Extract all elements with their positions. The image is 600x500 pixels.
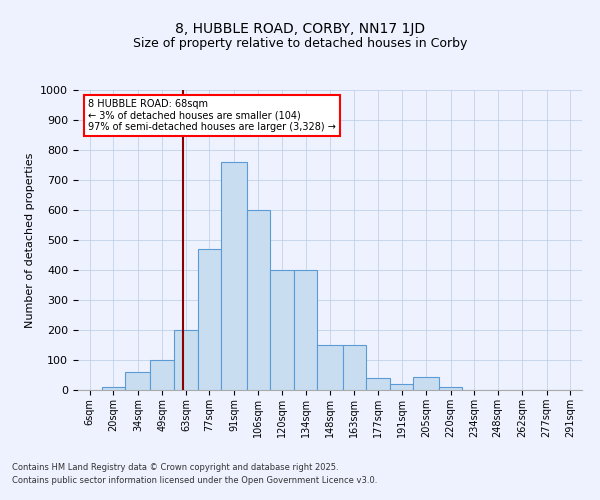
Bar xyxy=(101,387,125,390)
Bar xyxy=(294,270,317,390)
Bar xyxy=(125,372,151,390)
Text: Contains public sector information licensed under the Open Government Licence v3: Contains public sector information licen… xyxy=(12,476,377,485)
Bar xyxy=(343,345,366,390)
Text: Size of property relative to detached houses in Corby: Size of property relative to detached ho… xyxy=(133,38,467,51)
Y-axis label: Number of detached properties: Number of detached properties xyxy=(25,152,35,328)
Text: Contains HM Land Registry data © Crown copyright and database right 2025.: Contains HM Land Registry data © Crown c… xyxy=(12,464,338,472)
Bar xyxy=(413,376,439,390)
Bar xyxy=(439,387,463,390)
Bar xyxy=(317,345,343,390)
Text: 8 HUBBLE ROAD: 68sqm
← 3% of detached houses are smaller (104)
97% of semi-detac: 8 HUBBLE ROAD: 68sqm ← 3% of detached ho… xyxy=(88,99,336,132)
Bar xyxy=(247,210,270,390)
Bar xyxy=(174,330,197,390)
Bar xyxy=(151,360,174,390)
Text: 8, HUBBLE ROAD, CORBY, NN17 1JD: 8, HUBBLE ROAD, CORBY, NN17 1JD xyxy=(175,22,425,36)
Bar xyxy=(221,162,247,390)
Bar xyxy=(390,384,413,390)
Bar xyxy=(197,249,221,390)
Bar xyxy=(270,270,294,390)
Bar xyxy=(366,378,390,390)
